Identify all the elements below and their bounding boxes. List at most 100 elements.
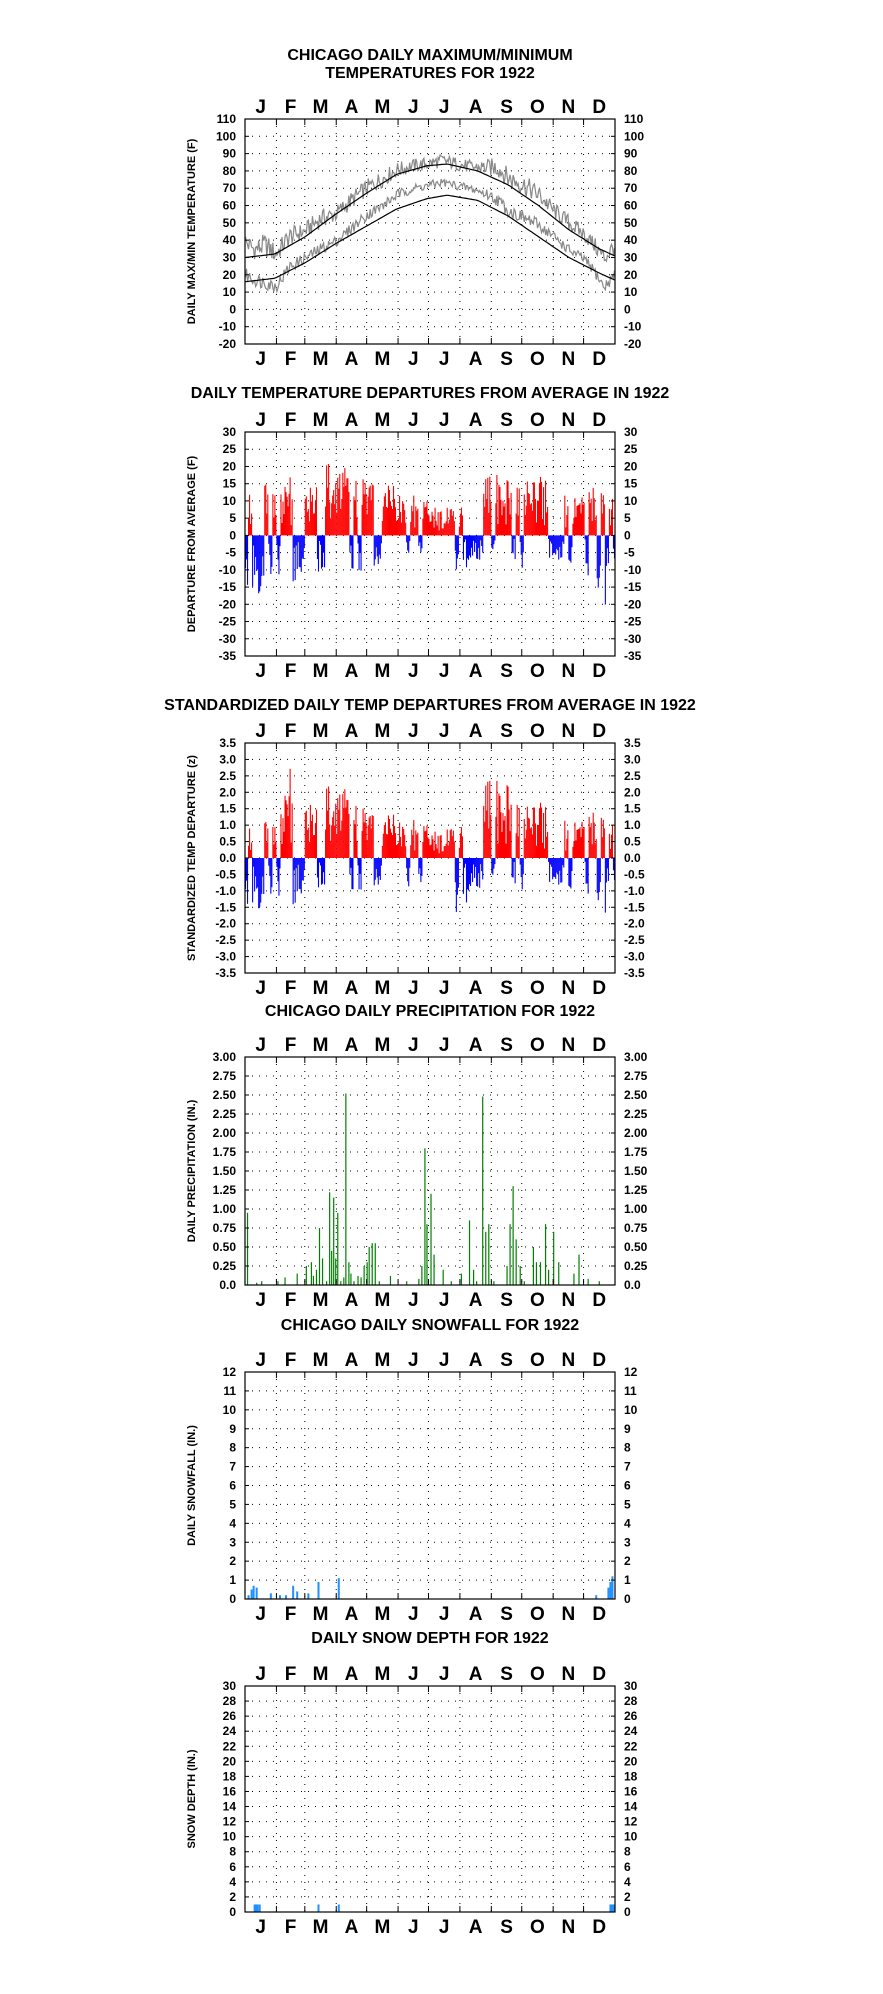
month-label-bottom: A [345,349,359,370]
y-tick-label-left: 0.50 [213,1240,237,1254]
y-tick-label-left: 8 [229,1441,236,1455]
y-tick-label-left: 2.50 [213,1088,237,1102]
month-label-bottom: F [285,1604,297,1625]
month-label-bottom: M [313,1917,329,1938]
y-tick-label-left: 5 [229,511,236,525]
y-tick-label-right: 0.0 [624,851,641,865]
month-label-top: A [345,97,359,118]
y-tick-label-right: 40 [624,233,638,247]
y-tick-label-left: 0.0 [219,851,236,865]
y-tick-label-left: 60 [223,199,237,213]
month-label-top: D [592,1350,606,1371]
y-tick-label-left: 30 [223,250,237,264]
y-tick-label-right: 12 [624,1815,638,1829]
month-label-top: M [313,97,329,118]
month-label-top: M [313,1035,329,1056]
y-tick-label-left: 6 [229,1860,236,1874]
month-label-top: F [285,410,297,431]
month-label-bottom: J [408,1290,419,1311]
month-label-top: F [285,1664,297,1685]
y-tick-label-right: 90 [624,147,638,161]
series-normal-min [245,194,615,283]
y-tick-label-right: 2 [624,1890,631,1904]
month-label-bottom: M [374,349,390,370]
y-tick-label-left: 10 [223,1830,237,1844]
y-tick-label-right: 1 [624,1573,631,1587]
y-tick-label-right: 25 [624,442,638,456]
month-label-bottom: M [313,978,329,999]
month-label-top: O [530,1035,545,1056]
month-label-top: O [530,721,545,742]
y-tick-label-left: 1.0 [219,818,236,832]
month-label-top: A [345,1350,359,1371]
y-tick-label-left: 3 [229,1535,236,1549]
month-label-top: N [562,1035,576,1056]
month-label-bottom: A [345,978,359,999]
y-tick-label-right: -3.0 [624,950,645,964]
y-tick-label-right: 0 [624,528,631,542]
month-label-bottom: M [313,1290,329,1311]
y-tick-label-right: -15 [624,580,642,594]
y-tick-label-left: 1.5 [219,802,236,816]
month-label-bottom: M [313,349,329,370]
month-label-bottom: M [313,1604,329,1625]
month-label-bottom: J [408,1604,419,1625]
y-tick-label-left: 90 [223,147,237,161]
month-label-bottom: J [408,349,419,370]
y-tick-label-left: 11 [223,1384,236,1398]
month-label-top: M [374,1035,390,1056]
month-label-bottom: A [345,1290,359,1311]
month-label-top: N [562,1664,576,1685]
month-label-bottom: M [374,661,390,682]
month-label-top: M [313,1350,329,1371]
chart-temps: CHICAGO DAILY MAXIMUM/MINIMUMTEMPERATURE… [186,47,644,370]
chart-title: DAILY SNOW DEPTH FOR 1922 [311,1630,548,1647]
month-label-top: A [469,97,483,118]
month-label-bottom: A [345,1917,359,1938]
series-normal-max [245,163,615,259]
y-tick-label-right: 0.5 [624,835,641,849]
y-axis-title: SNOW DEPTH (IN.) [186,1749,198,1848]
month-label-top: J [408,410,419,431]
y-tick-label-left: 12 [223,1815,237,1829]
month-label-top: J [439,97,450,118]
series-daily-max [244,153,616,263]
y-tick-label-right: 1.00 [624,1202,648,1216]
y-tick-label-left: 22 [223,1739,237,1753]
y-tick-label-left: -20 [219,337,237,351]
y-tick-label-left: 9 [229,1422,236,1436]
y-tick-label-right: -20 [624,337,642,351]
y-tick-label-left: 3.5 [219,736,236,750]
y-tick-label-right: 3.0 [624,752,641,766]
y-tick-label-left: -1.0 [215,884,236,898]
month-label-bottom: J [255,661,266,682]
month-label-bottom: J [439,978,450,999]
y-tick-label-left: 1.00 [213,1202,237,1216]
month-label-top: A [469,721,483,742]
month-label-bottom: N [562,1917,576,1938]
y-tick-label-right: 1.75 [624,1145,648,1159]
y-tick-label-right: 10 [624,1403,638,1417]
month-label-bottom: A [469,661,483,682]
y-tick-label-left: 2 [229,1554,236,1568]
month-label-bottom: D [592,1290,606,1311]
y-tick-label-left: 2.25 [213,1107,237,1121]
month-label-bottom: J [255,1290,266,1311]
month-label-top: N [562,97,576,118]
y-tick-label-left: 5 [229,1497,236,1511]
month-label-top: J [408,97,419,118]
y-tick-label-left: 2.0 [219,785,236,799]
y-tick-label-right: 110 [624,112,644,126]
y-tick-label-right: 2.0 [624,785,641,799]
y-tick-label-right: 1.50 [624,1164,648,1178]
y-tick-label-right: 0 [624,1592,631,1606]
y-tick-label-left: -35 [219,649,237,663]
month-label-bottom: S [500,349,513,370]
y-tick-label-left: 30 [223,425,237,439]
month-label-top: A [469,1350,483,1371]
y-tick-label-right: 1.0 [624,818,641,832]
month-label-bottom: J [408,978,419,999]
y-tick-label-left: 30 [223,1679,237,1693]
month-label-bottom: O [530,1917,545,1938]
y-axis-title: DEPARTURE FROM AVERAGE (F) [186,455,198,632]
